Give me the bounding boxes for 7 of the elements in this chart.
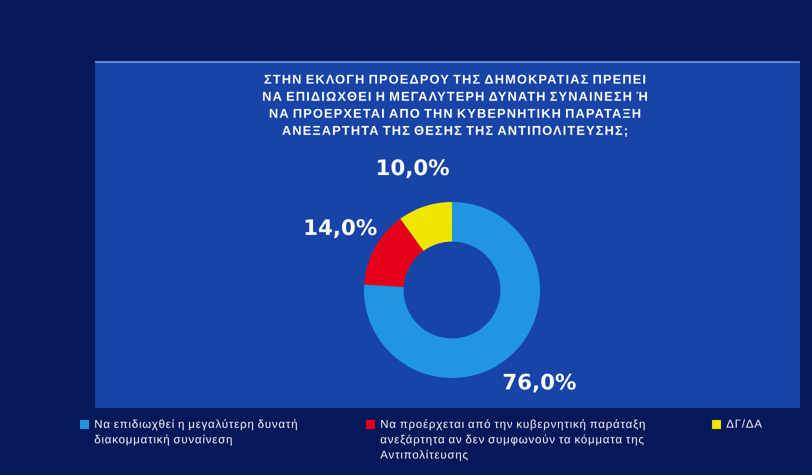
- data-label: 76,0%: [504, 374, 576, 392]
- legend-label: ΔΓ/ΔΑ: [726, 419, 762, 428]
- legend-label: Να προέρχεται από την κυβερνητική παράταξη ανεξάρτητα αν δεν συμφωνούν τα κόμματα της Αντιπολίτευσης: [380, 419, 645, 461]
- data-label: 14,0%: [306, 219, 377, 238]
- legend-label: Να επιδιωχθεί η μεγαλύτερη δυνατή διακομματική συναίνεση: [94, 419, 297, 446]
- data-label: 10,0%: [378, 159, 449, 178]
- chart-title: ΣΤΗΝ ΕΚΛΟΓΗ ΠΡΟΕΔΡΟΥ ΤΗΣ ΔΗΜΟΚΡΑΤΙΑΣ ΠΡΕΠΕΙ ΝΑ ΕΠΙΔΙΩΧΘΕΙ Η ΜΕΓΑΛΥΤΕΡΗ ΔΥΝΑΤΗ ΣΥΝΑΙΝΕΣΗ Ή ΝΑ ΠΡΟΕΡΧΕΤΑΙ ΑΠΟ ΤΗΝ ΚΥΒΕΡΝΗΤΙΚΗ ΠΑΡΑΤΑΞΗ ΑΝΕΞΑΡΤΗΤΑ ΤΗΣ ΘΕΣΗΣ ΤΗΣ ΑΝΤΙΠΟΛΙΤΕΥΣΗΣ;: [263, 74, 647, 137]
